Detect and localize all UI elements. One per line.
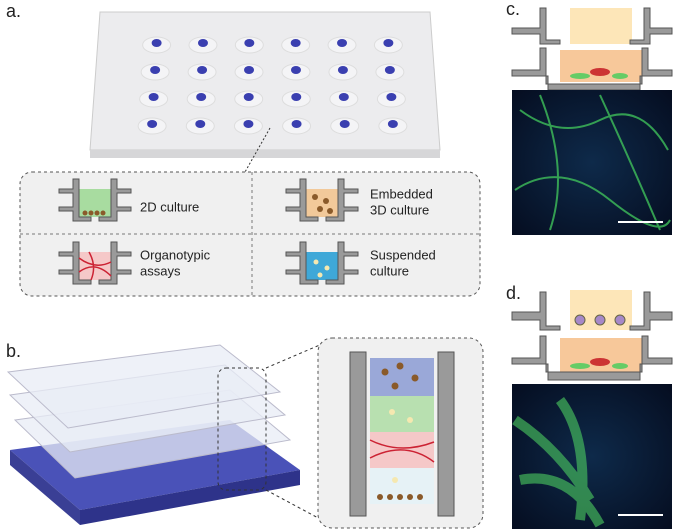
well bbox=[329, 90, 359, 108]
micrograph-d bbox=[512, 384, 672, 529]
plate-stack bbox=[6, 343, 323, 525]
culture-label: Organotypic bbox=[140, 247, 211, 262]
well bbox=[328, 63, 358, 81]
well bbox=[140, 63, 170, 81]
culture-label: Embedded bbox=[370, 186, 433, 201]
well bbox=[378, 117, 408, 135]
panel-label: b. bbox=[6, 341, 21, 361]
micrograph-c bbox=[512, 90, 672, 235]
well bbox=[142, 36, 172, 54]
well bbox=[281, 63, 311, 81]
well bbox=[234, 63, 264, 81]
culture-label: 3D culture bbox=[370, 202, 429, 217]
well bbox=[327, 36, 357, 54]
well bbox=[234, 36, 264, 54]
culture-label: Suspended bbox=[370, 247, 436, 262]
well bbox=[282, 117, 312, 135]
well bbox=[281, 36, 311, 54]
well bbox=[330, 117, 360, 135]
well bbox=[186, 90, 216, 108]
well bbox=[281, 90, 311, 108]
culture-label: culture bbox=[370, 263, 409, 278]
culture-box bbox=[19, 171, 481, 297]
panel-label: a. bbox=[6, 1, 21, 21]
well bbox=[234, 90, 264, 108]
well bbox=[187, 63, 217, 81]
well bbox=[376, 90, 406, 108]
culture-label: 2D culture bbox=[140, 199, 199, 214]
well bbox=[375, 63, 405, 81]
well bbox=[233, 117, 263, 135]
stack-detail bbox=[317, 337, 484, 529]
panel-label: c. bbox=[506, 0, 520, 19]
well bbox=[137, 117, 167, 135]
pointer bbox=[244, 127, 271, 173]
plate-a bbox=[89, 11, 441, 173]
diagram-d bbox=[511, 290, 673, 381]
culture-label: assays bbox=[140, 263, 181, 278]
well bbox=[185, 117, 215, 135]
well bbox=[139, 90, 169, 108]
panel-label: d. bbox=[506, 283, 521, 303]
well bbox=[188, 36, 218, 54]
diagram-c bbox=[511, 7, 673, 91]
well bbox=[373, 36, 403, 54]
